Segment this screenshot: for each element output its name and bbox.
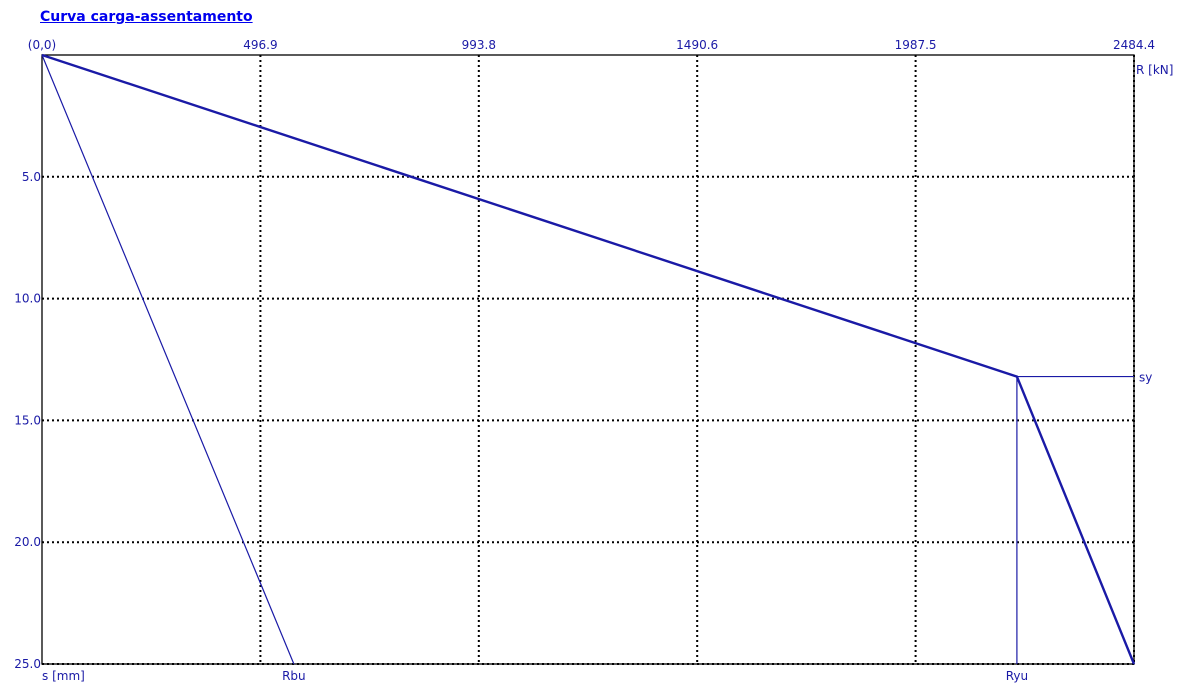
annotation-label: Rbu (282, 669, 306, 683)
y-axis-label: s [mm] (42, 669, 85, 683)
x-axis-label: R [kN] (1136, 63, 1173, 77)
y-tick-label: 20.0 (14, 535, 41, 549)
plot-frame (41, 54, 1135, 665)
x-tick-label: 993.8 (462, 38, 496, 52)
chart-title-link[interactable]: Curva carga-assentamento (40, 9, 253, 25)
x-tick-label: 1987.5 (895, 38, 937, 52)
x-tick-label: 1490.6 (676, 38, 718, 52)
series-main-curve (41, 53, 1136, 665)
series-base-line (41, 54, 295, 665)
y-tick-label: 25.0 (14, 657, 41, 671)
origin-label: (0,0) (28, 38, 56, 52)
annotation-label: Ryu (1006, 669, 1028, 683)
annotation-label: sy (1139, 371, 1152, 385)
y-tick-label: 15.0 (14, 413, 41, 427)
x-tick-label: 496.9 (243, 38, 277, 52)
y-tick-label: 5.0 (22, 170, 41, 184)
x-tick-label: 2484.4 (1113, 38, 1155, 52)
y-tick-label: 10.0 (14, 292, 41, 306)
